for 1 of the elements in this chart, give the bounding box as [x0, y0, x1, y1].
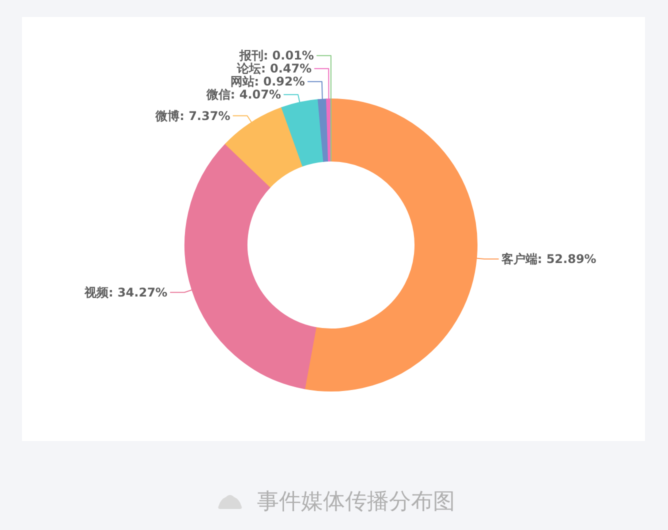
caption: 事件媒体传播分布图	[257, 490, 455, 514]
